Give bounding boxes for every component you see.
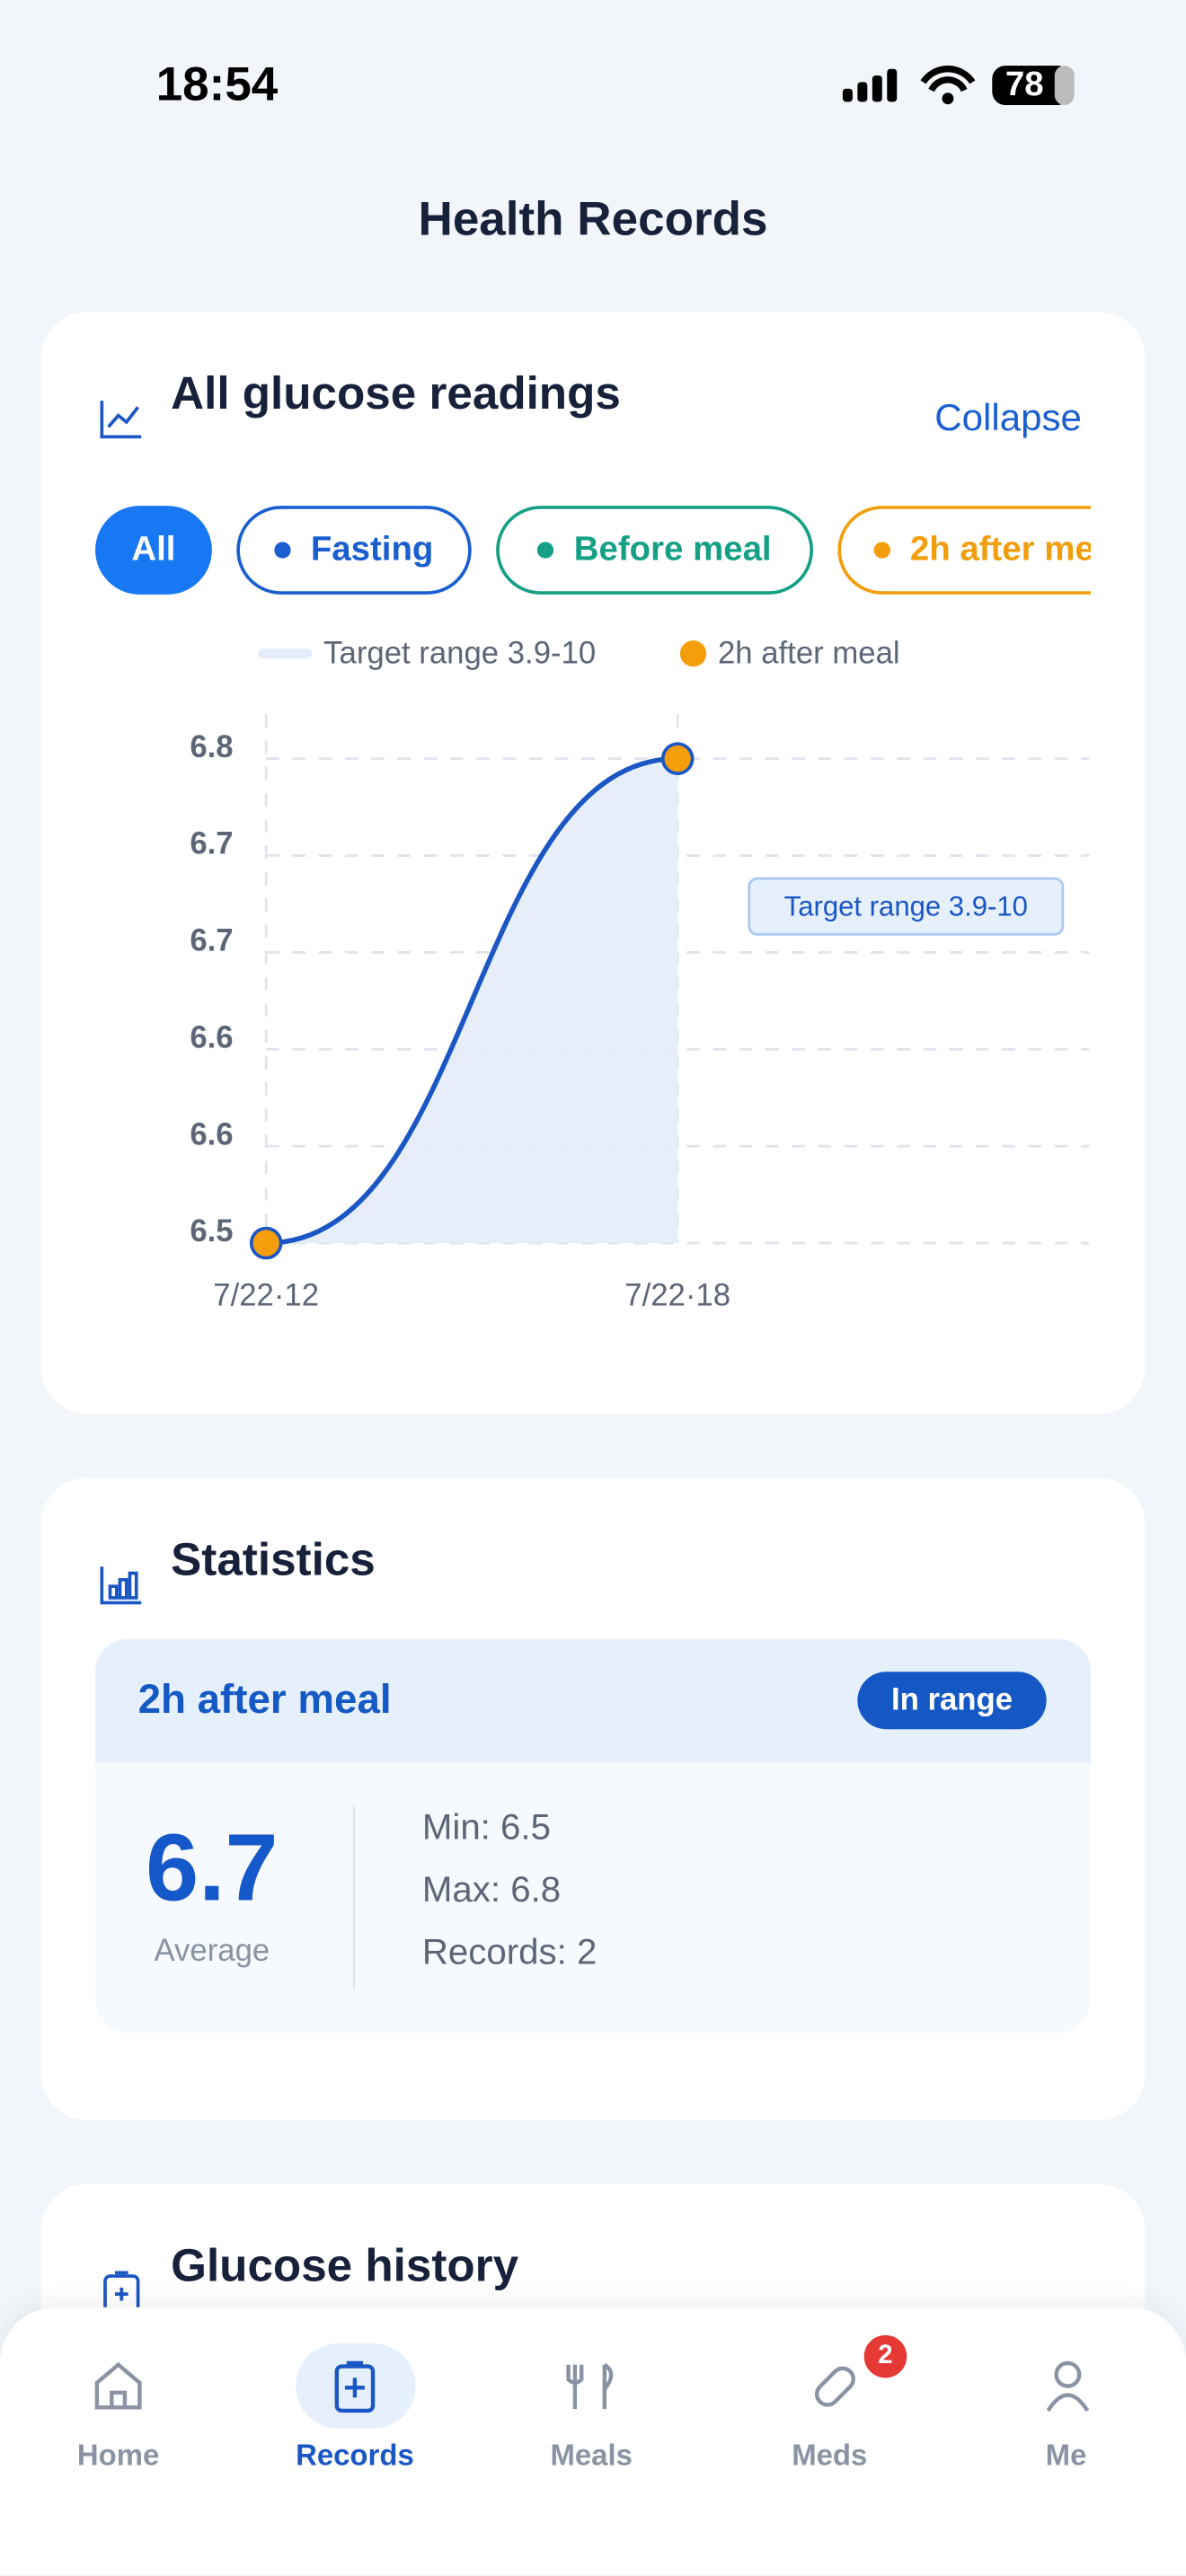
stat-records: Records: 2 [421, 1931, 597, 1972]
legend-dot [679, 640, 707, 667]
tab-records[interactable]: Records [296, 2439, 414, 2472]
legend-label: Target range 3.9-10 [323, 637, 596, 671]
divider [353, 1806, 355, 1990]
tab-bar [0, 2307, 1186, 2575]
battery-level: 78 [1005, 66, 1044, 104]
x-tick-label: 7/22·18 [624, 1279, 730, 1313]
target-tag-label: Target range 3.9-10 [784, 890, 1028, 922]
point [660, 742, 695, 775]
average-value: 6.7 [146, 1814, 279, 1922]
tab-meds[interactable]: Meds [792, 2439, 868, 2472]
stats-icon [100, 1566, 142, 1605]
filter-label: Before meal [573, 530, 772, 569]
collapse-button[interactable]: Collapse [934, 395, 1082, 439]
page-title: Health Records [418, 193, 768, 247]
history-title: Glucose history [171, 2239, 519, 2291]
stats-title: Statistics [171, 1533, 376, 1585]
legend-swatch [258, 648, 313, 659]
y-tick-label: 6.7 [190, 924, 233, 958]
legend-label: 2h after meal [718, 637, 900, 671]
chip-clip: 2h after meal [837, 506, 1091, 595]
stat-max: Max: 6.8 [421, 1868, 562, 1910]
tab-me[interactable]: Me [1045, 2439, 1087, 2472]
filter-chip[interactable]: All [95, 506, 212, 595]
status-icons [842, 66, 1075, 106]
point [249, 1226, 283, 1260]
card-title: All glucose readings [171, 367, 621, 419]
tab-icons [94, 2360, 1090, 2413]
y-tick-label: 6.8 [190, 730, 233, 764]
average-label: Average [154, 1934, 270, 1970]
tab-meals[interactable]: Meals [550, 2439, 633, 2472]
chart: Target range 3.9-10 2h after meal 6.5 6.6 6.… [190, 637, 1090, 1313]
stat-min: Min: 6.5 [421, 1806, 551, 1848]
meds-badge: 2 [863, 2334, 907, 2378]
tab-home[interactable]: Home [76, 2439, 160, 2472]
filter-chip[interactable]: Fasting [236, 506, 472, 595]
clock: 18:54 [155, 58, 279, 112]
y-tick-label: 6.6 [190, 1117, 233, 1151]
y-tick-label: 6.5 [190, 1214, 233, 1248]
filter-label: Fasting [310, 530, 434, 569]
status-badge: In range [857, 1672, 1047, 1730]
chart-icon [100, 401, 142, 439]
y-tick-label: 6.7 [190, 827, 233, 861]
filter-chip[interactable]: 2h after meal [837, 506, 1091, 595]
x-tick-label: 7/22·12 [213, 1279, 319, 1313]
target-tag [748, 877, 1065, 936]
filter-chip[interactable]: Before meal [496, 506, 814, 595]
y-tick-label: 6.6 [190, 1020, 233, 1054]
stats-label: 2h after meal [137, 1676, 392, 1723]
line [266, 755, 678, 1246]
filter-label: 2h after meal [909, 530, 1091, 569]
